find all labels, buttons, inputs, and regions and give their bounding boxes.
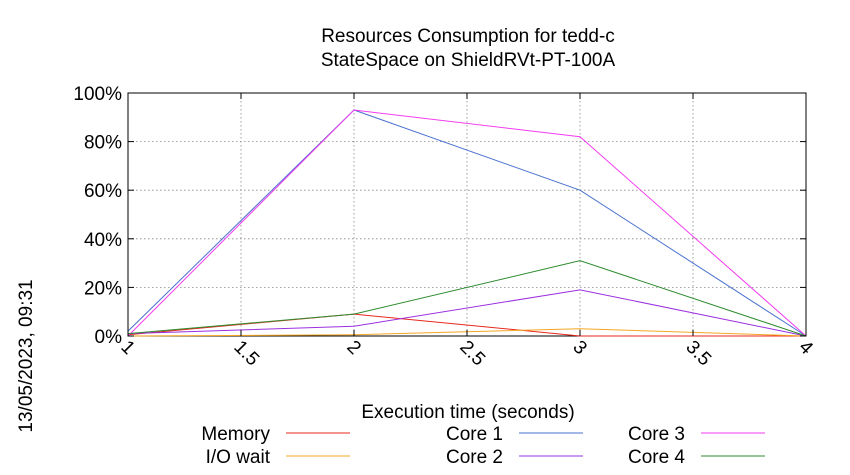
x-tick-label: 3 bbox=[568, 337, 590, 359]
legend-label: Core 2 bbox=[446, 447, 503, 468]
chart-subtitle: StateSpace on ShieldRVt-PT-100A bbox=[321, 50, 616, 71]
x-tick-label: 2.5 bbox=[455, 337, 489, 371]
legend-label: Memory bbox=[201, 424, 270, 445]
x-tick-label: 4 bbox=[794, 337, 817, 360]
y-tick-label: 60% bbox=[84, 181, 122, 202]
ticks-group: 0%20%40%60%80%100%1 1.5 2 2.5 3 3.5 4 bbox=[73, 84, 817, 370]
series-line-core-4 bbox=[127, 260, 807, 337]
x-axis-label: Execution time (seconds) bbox=[361, 402, 574, 423]
x-tick-label: 2 bbox=[342, 337, 364, 359]
legend-label: Core 1 bbox=[446, 424, 503, 445]
series-line-core-3 bbox=[127, 109, 807, 337]
legend-label: I/O wait bbox=[206, 447, 271, 468]
series-line-core-2 bbox=[127, 289, 807, 337]
y-tick-label: 100% bbox=[73, 84, 122, 105]
x-tick-label: 3.5 bbox=[681, 337, 715, 371]
y-tick-label: 80% bbox=[84, 133, 122, 154]
x-tick-label: 1.5 bbox=[229, 337, 263, 371]
series-line-core-1 bbox=[127, 109, 807, 337]
chart-title: Resources Consumption for tedd-c bbox=[321, 26, 615, 47]
y-tick-label: 40% bbox=[84, 230, 122, 251]
timestamp-label: 13/05/2023, 09:31 bbox=[16, 279, 37, 432]
y-tick-label: 20% bbox=[84, 278, 122, 299]
legend-label: Core 4 bbox=[628, 447, 685, 468]
y-tick-label: 0% bbox=[95, 327, 123, 348]
legend-label: Core 3 bbox=[628, 424, 685, 445]
grid bbox=[128, 93, 806, 336]
